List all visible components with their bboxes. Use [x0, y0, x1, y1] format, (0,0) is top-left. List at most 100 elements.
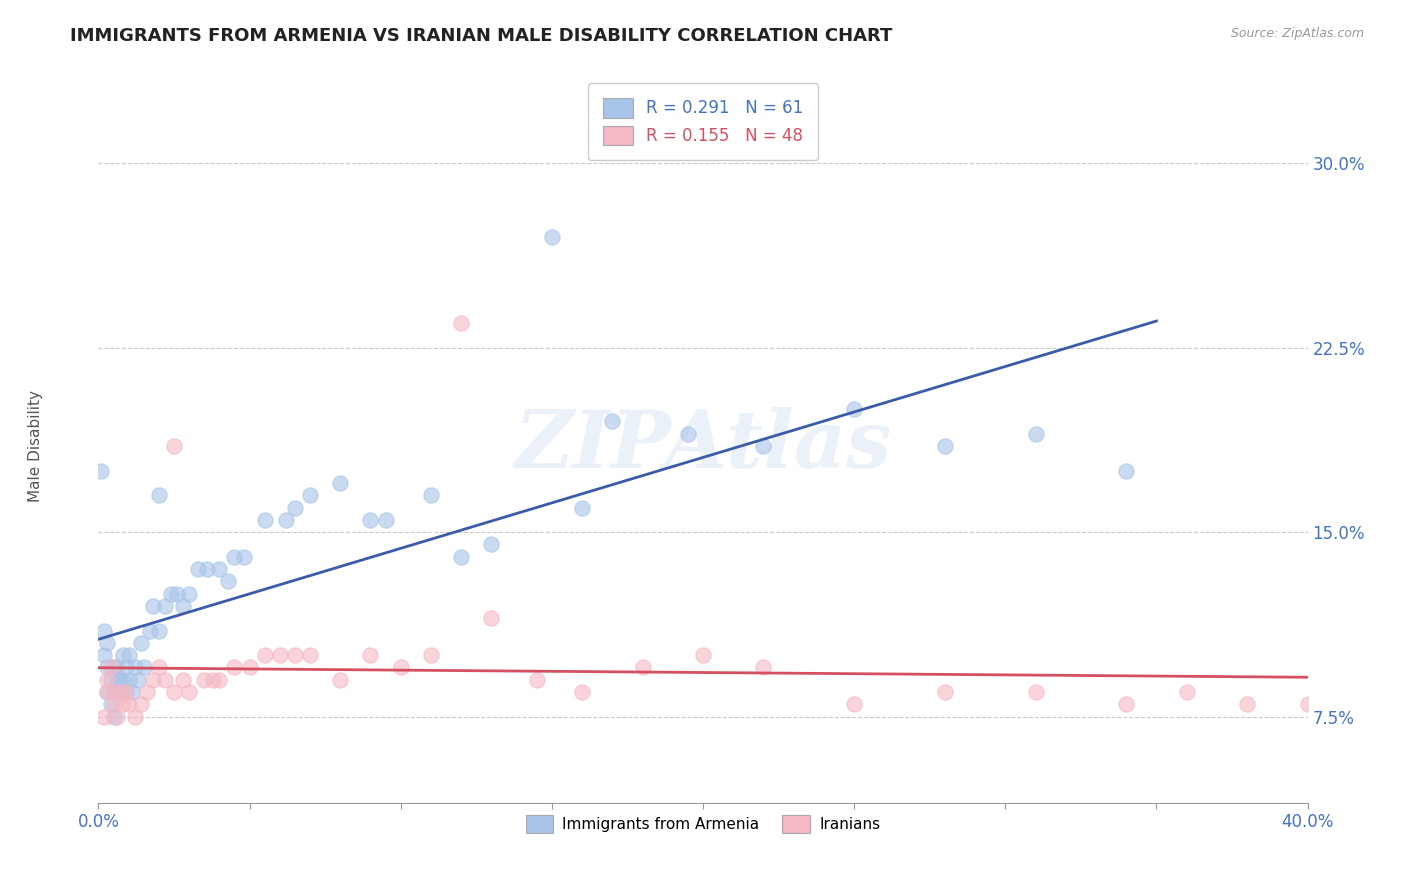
Point: [253, 513, 276, 527]
Point: [540, 230, 562, 244]
Point: [193, 673, 215, 687]
Point: [129, 636, 152, 650]
Point: [389, 660, 412, 674]
Point: [111, 673, 134, 687]
Point: [752, 439, 775, 453]
Y-axis label: Male Disability: Male Disability: [28, 390, 42, 502]
Point: [96, 660, 118, 674]
Point: [1296, 698, 1319, 712]
Point: [195, 562, 218, 576]
Point: [329, 475, 352, 490]
Point: [103, 698, 125, 712]
Point: [153, 673, 176, 687]
Point: [163, 685, 186, 699]
Point: [132, 660, 155, 674]
Point: [114, 685, 136, 699]
Point: [105, 685, 128, 699]
Point: [129, 698, 152, 712]
Point: [163, 439, 186, 453]
Point: [571, 500, 593, 515]
Point: [100, 698, 122, 712]
Legend: Immigrants from Armenia, Iranians: Immigrants from Armenia, Iranians: [513, 803, 893, 845]
Point: [108, 685, 131, 699]
Point: [111, 648, 134, 662]
Point: [103, 685, 125, 699]
Point: [420, 648, 443, 662]
Point: [208, 673, 231, 687]
Point: [148, 488, 170, 502]
Point: [103, 685, 125, 699]
Point: [284, 648, 307, 662]
Point: [676, 426, 699, 441]
Point: [172, 673, 194, 687]
Point: [108, 673, 131, 687]
Point: [224, 660, 246, 674]
Point: [420, 488, 443, 502]
Point: [90, 464, 112, 478]
Point: [118, 673, 141, 687]
Point: [179, 685, 201, 699]
Point: [127, 673, 149, 687]
Text: Source: ZipAtlas.com: Source: ZipAtlas.com: [1230, 27, 1364, 40]
Point: [299, 488, 322, 502]
Point: [602, 414, 624, 428]
Point: [202, 673, 225, 687]
Point: [239, 660, 262, 674]
Point: [934, 439, 956, 453]
Point: [844, 698, 866, 712]
Point: [450, 316, 472, 330]
Point: [124, 709, 146, 723]
Point: [93, 648, 115, 662]
Point: [187, 562, 209, 576]
Point: [526, 673, 548, 687]
Point: [118, 648, 141, 662]
Point: [93, 709, 115, 723]
Point: [934, 685, 956, 699]
Point: [1175, 685, 1198, 699]
Point: [284, 500, 307, 515]
Point: [100, 673, 122, 687]
Point: [299, 648, 322, 662]
Point: [105, 660, 128, 674]
Point: [224, 549, 246, 564]
Point: [108, 685, 131, 699]
Point: [844, 402, 866, 417]
Point: [105, 709, 128, 723]
Point: [360, 648, 382, 662]
Point: [142, 673, 165, 687]
Point: [114, 685, 136, 699]
Point: [481, 611, 503, 625]
Point: [217, 574, 239, 589]
Point: [124, 660, 146, 674]
Point: [100, 660, 122, 674]
Point: [374, 513, 396, 527]
Point: [121, 685, 143, 699]
Point: [148, 660, 170, 674]
Point: [111, 698, 134, 712]
Point: [114, 660, 136, 674]
Point: [253, 648, 276, 662]
Point: [450, 549, 472, 564]
Point: [139, 624, 162, 638]
Point: [153, 599, 176, 613]
Point: [752, 660, 775, 674]
Point: [1115, 698, 1137, 712]
Point: [96, 685, 118, 699]
Point: [1024, 685, 1046, 699]
Point: [118, 698, 141, 712]
Point: [96, 685, 118, 699]
Point: [103, 660, 125, 674]
Point: [105, 673, 128, 687]
Point: [93, 624, 115, 638]
Text: IMMIGRANTS FROM ARMENIA VS IRANIAN MALE DISABILITY CORRELATION CHART: IMMIGRANTS FROM ARMENIA VS IRANIAN MALE …: [70, 27, 893, 45]
Point: [360, 513, 382, 527]
Point: [232, 549, 254, 564]
Point: [135, 685, 157, 699]
Point: [96, 636, 118, 650]
Point: [179, 587, 201, 601]
Point: [172, 599, 194, 613]
Point: [1236, 698, 1258, 712]
Point: [103, 709, 125, 723]
Point: [274, 513, 297, 527]
Point: [1115, 464, 1137, 478]
